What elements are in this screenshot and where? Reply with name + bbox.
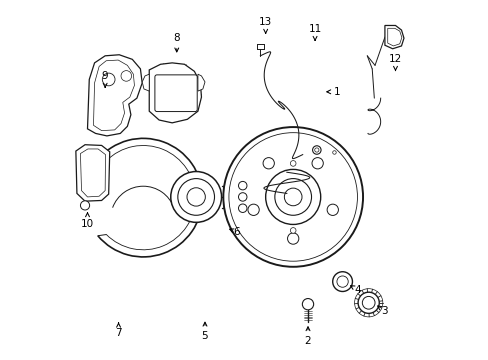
Circle shape: [332, 272, 352, 292]
Text: 2: 2: [304, 327, 311, 346]
Circle shape: [290, 228, 295, 233]
Circle shape: [362, 296, 374, 309]
Circle shape: [312, 146, 321, 154]
Polygon shape: [384, 26, 403, 49]
Circle shape: [223, 127, 362, 267]
Polygon shape: [149, 63, 201, 123]
Text: 7: 7: [115, 323, 122, 338]
Circle shape: [311, 158, 323, 169]
Polygon shape: [81, 149, 105, 197]
Circle shape: [314, 148, 318, 152]
Circle shape: [326, 204, 338, 215]
Circle shape: [263, 158, 274, 169]
Circle shape: [238, 181, 246, 190]
Circle shape: [332, 151, 336, 154]
Circle shape: [102, 73, 115, 86]
Text: 11: 11: [308, 24, 321, 40]
Text: 12: 12: [388, 54, 401, 70]
Circle shape: [81, 201, 89, 210]
FancyBboxPatch shape: [155, 75, 197, 112]
Circle shape: [247, 204, 259, 215]
Polygon shape: [142, 74, 149, 91]
Circle shape: [238, 204, 246, 212]
Text: 9: 9: [102, 71, 108, 87]
Circle shape: [228, 133, 357, 261]
Circle shape: [302, 298, 313, 310]
Polygon shape: [387, 28, 401, 46]
Polygon shape: [87, 55, 142, 136]
Circle shape: [287, 233, 298, 244]
Polygon shape: [198, 74, 204, 91]
Circle shape: [178, 179, 214, 215]
Text: 5: 5: [201, 322, 208, 341]
Circle shape: [265, 170, 320, 224]
Text: 4: 4: [350, 285, 361, 295]
Circle shape: [238, 193, 246, 201]
Circle shape: [186, 188, 205, 206]
Circle shape: [284, 188, 302, 206]
Circle shape: [170, 171, 221, 222]
Circle shape: [357, 292, 379, 313]
Text: 6: 6: [229, 227, 240, 237]
Circle shape: [290, 161, 295, 166]
Text: 8: 8: [173, 33, 180, 52]
Circle shape: [121, 71, 131, 81]
Polygon shape: [93, 60, 134, 131]
Text: 1: 1: [326, 87, 340, 97]
Circle shape: [274, 179, 311, 215]
Polygon shape: [76, 145, 109, 201]
Circle shape: [336, 276, 347, 287]
Text: 13: 13: [259, 17, 272, 33]
Text: 10: 10: [81, 213, 94, 229]
Text: 3: 3: [377, 306, 387, 316]
